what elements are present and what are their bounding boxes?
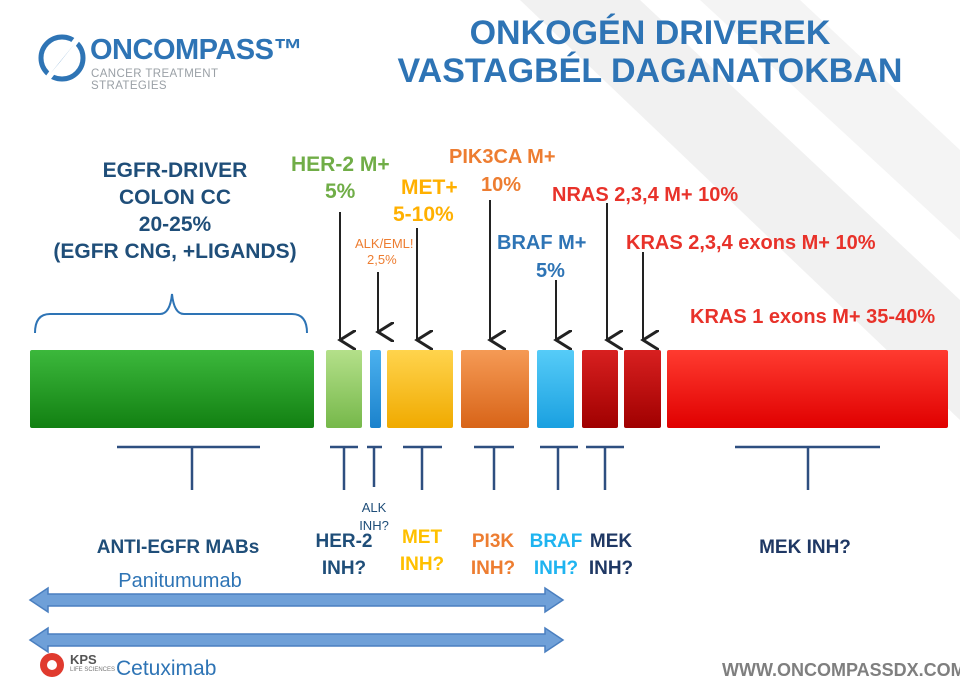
title-line-1: ONKOGÉN DRIVEREK — [469, 14, 831, 52]
kras1-label: KRAS 1 exons M+ 35-40% — [690, 306, 936, 328]
kps-logo: KPS LIFE SCIENCES — [38, 650, 238, 680]
kps-subtitle: LIFE SCIENCES — [70, 667, 116, 673]
braf-inhibitor-label: BRAF INH? — [527, 528, 585, 582]
mek-inh-line-2: INH? — [588, 558, 634, 579]
compass-icon — [38, 34, 86, 82]
panitumumab-arrow — [28, 586, 565, 614]
alk-inh-line-2: INH? — [359, 518, 389, 533]
footer-url[interactable]: WWW.ONCOMPASSDX.COM — [722, 660, 960, 680]
alk-label-line-1: ALK/EML! — [355, 236, 414, 251]
egfr-driver-label: EGFR-DRIVER COLON CC 20-25% (EGFR CNG, +… — [40, 157, 310, 265]
braf-bar — [537, 350, 574, 428]
egfr-line-1: EGFR-DRIVER — [102, 159, 248, 182]
braf-label-line-1: BRAF M+ — [497, 232, 587, 254]
kras1-bar — [667, 350, 948, 428]
pi3k-inhibitor-label: PI3K INH? — [462, 528, 524, 582]
alk-label-line-2: 2,5% — [367, 252, 397, 267]
alk-bar — [370, 350, 381, 428]
cetuximab-label: Cetuximab — [116, 657, 217, 680]
braf-label-line-2: 5% — [536, 260, 565, 282]
egfr-bar — [30, 350, 314, 428]
pi3k-inh-line-1: PI3K — [471, 531, 515, 552]
met-inhibitor-label: MET INH? — [390, 524, 454, 578]
title-line-2: VASTAGBÉL DAGANATOKBAN — [397, 52, 903, 90]
pik3ca-bar — [461, 350, 529, 428]
pik3ca-label-line-2: 10% — [481, 174, 522, 196]
egfr-line-4: (EGFR CNG, +LIGANDS) — [53, 240, 297, 263]
kras234-bar — [624, 350, 661, 428]
kps-wordmark: KPS — [70, 652, 97, 667]
pik3ca-label-line-1: PIK3CA M+ — [449, 146, 556, 168]
mek-inh-line-1: MEK — [589, 531, 633, 552]
nras-label: NRAS 2,3,4 M+ 10% — [552, 184, 739, 206]
braf-inh-line-2: INH? — [533, 558, 579, 579]
panitumumab-label: Panitumumab — [118, 570, 242, 592]
anti-egfr-label: ANTI-EGFR MABs — [96, 537, 260, 558]
nras-bar — [582, 350, 618, 428]
her2-inh-line-1: HER-2 — [315, 531, 373, 552]
egfr-line-3: 20-25% — [138, 213, 212, 236]
kps-emblem-icon — [40, 653, 64, 677]
her2-inhibitor-label: HER-2 INH? — [310, 528, 378, 582]
her2-inh-line-2: INH? — [321, 558, 367, 579]
oncompass-logo: ONCOMPASS™ CANCER TREATMENT STRATEGIES — [38, 30, 302, 92]
logo-tagline: CANCER TREATMENT STRATEGIES — [91, 68, 219, 92]
cetuximab-arrow — [28, 626, 565, 654]
egfr-brace — [34, 293, 308, 334]
logo-wordmark: ONCOMPASS™ — [90, 34, 302, 66]
met-label-line-2: 5-10% — [393, 203, 454, 226]
mek-inhibitor-label: MEK INH? — [582, 528, 640, 582]
egfr-line-2: COLON CC — [119, 186, 231, 209]
her2-label-line-2: 5% — [325, 180, 356, 203]
mek-kras-inhibitor-label: MEK INH? — [759, 537, 851, 558]
her2-bar — [326, 350, 362, 428]
pi3k-inh-line-2: INH? — [470, 558, 516, 579]
her2-label-line-1: HER-2 M+ — [291, 153, 390, 176]
braf-inh-line-1: BRAF — [529, 531, 583, 552]
met-bar — [387, 350, 453, 428]
met-label-line-1: MET+ — [401, 176, 458, 199]
met-inh-line-1: MET — [401, 527, 443, 548]
alk-inh-line-1: ALK — [361, 500, 387, 515]
kras234-label: KRAS 2,3,4 exons M+ 10% — [626, 232, 876, 254]
alk-inhibitor-label: ALK INH? — [354, 499, 394, 535]
page-title: ONKOGÉN DRIVEREK VASTAGBÉL DAGANATOKBAN — [380, 14, 920, 90]
met-inh-line-2: INH? — [399, 554, 445, 575]
